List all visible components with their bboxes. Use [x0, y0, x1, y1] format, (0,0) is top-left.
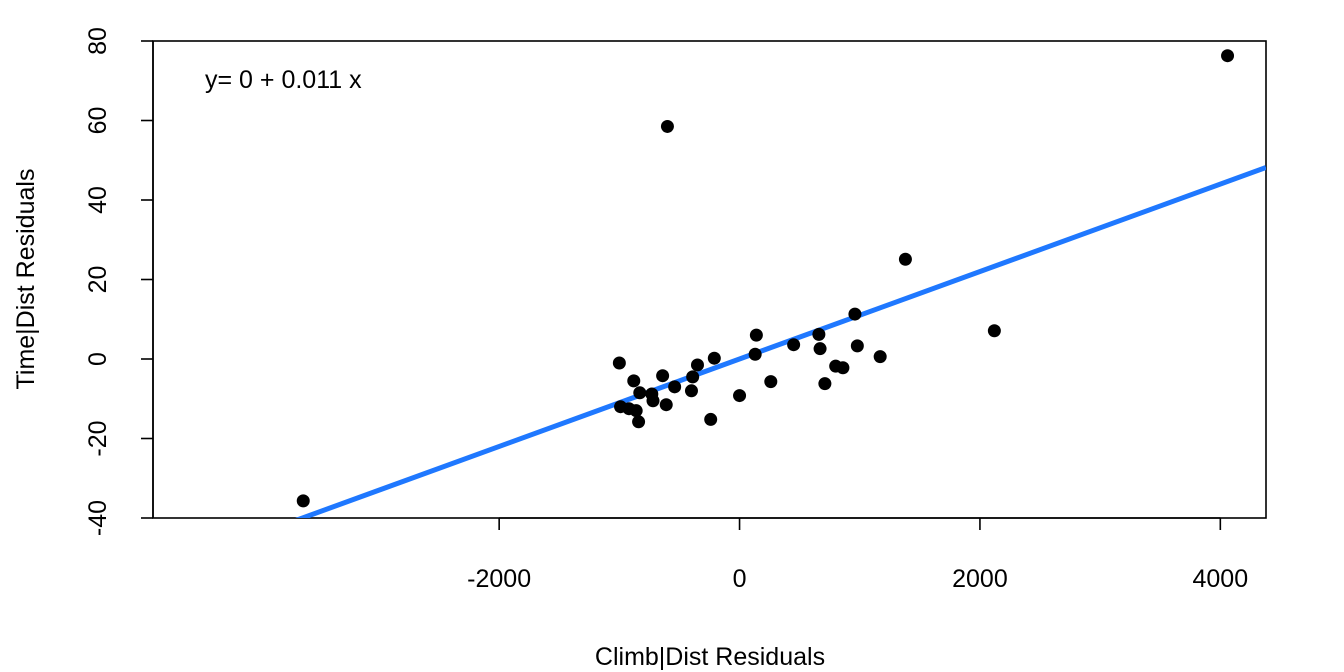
data-point — [668, 380, 682, 394]
data-point — [850, 339, 864, 353]
y-tick-label: -40 — [84, 500, 112, 536]
data-point — [690, 358, 704, 372]
data-point — [632, 415, 646, 429]
data-point — [1221, 49, 1235, 63]
data-point — [296, 494, 310, 508]
data-point — [749, 328, 763, 342]
x-tick-label: 0 — [733, 565, 747, 593]
plot-frame — [152, 40, 1267, 519]
y-tick-label: -20 — [84, 420, 112, 456]
data-point — [813, 342, 827, 356]
data-point — [787, 338, 801, 352]
x-axis: -2000 0 2000 4000 — [467, 517, 1249, 593]
data-point — [627, 374, 641, 388]
data-point — [686, 370, 700, 384]
points-layer — [296, 49, 1235, 508]
data-point — [659, 398, 673, 412]
y-axis: -40 -20 0 20 40 60 80 — [84, 27, 154, 536]
data-point — [873, 350, 887, 364]
data-point — [656, 369, 670, 383]
x-axis-title: Climb|Dist Residuals — [595, 643, 825, 671]
y-tick-label: 80 — [84, 27, 112, 55]
x-tick-label: -2000 — [467, 565, 531, 593]
y-tick-label: 0 — [84, 352, 112, 366]
data-point — [707, 351, 721, 365]
data-point — [684, 384, 698, 398]
data-point — [812, 327, 826, 341]
data-point — [764, 375, 778, 389]
x-tick-label: 4000 — [1193, 565, 1249, 593]
data-point — [818, 377, 832, 391]
data-point — [660, 119, 674, 133]
data-point — [848, 307, 862, 321]
regression-equation-annotation: y= 0 + 0.011 x — [205, 66, 362, 94]
data-point — [836, 361, 850, 375]
data-point — [987, 324, 1001, 338]
data-point — [704, 412, 718, 426]
y-tick-label: 60 — [84, 107, 112, 135]
x-tick-label: 2000 — [952, 565, 1008, 593]
y-axis-title: Time|Dist Residuals — [12, 169, 40, 390]
fit-line-layer — [295, 165, 1266, 518]
y-tick-label: 20 — [84, 266, 112, 294]
data-point — [612, 356, 626, 370]
fit-line — [295, 165, 1266, 518]
data-point — [748, 347, 762, 361]
y-tick-label: 40 — [84, 186, 112, 214]
data-point — [629, 404, 643, 418]
data-point — [898, 252, 912, 266]
data-point — [733, 389, 747, 403]
data-point — [646, 394, 660, 408]
data-point — [633, 386, 647, 400]
